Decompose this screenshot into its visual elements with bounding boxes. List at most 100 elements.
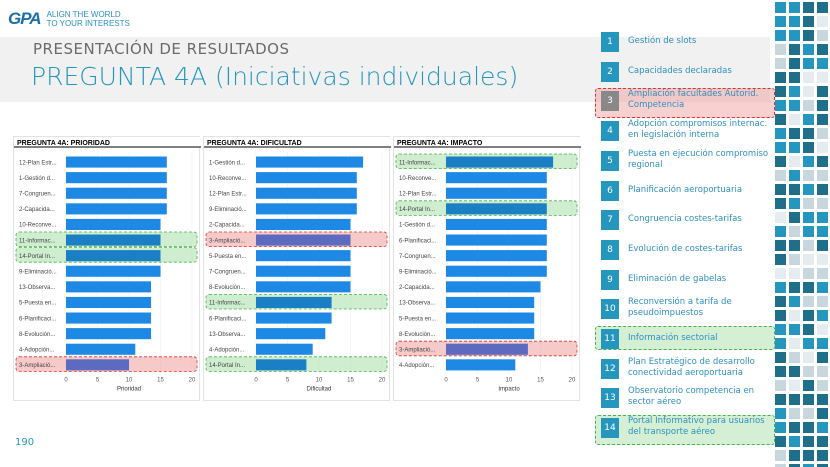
legend-highlight-green (595, 415, 775, 446)
pattern-square (789, 72, 800, 83)
pattern-square (775, 408, 786, 419)
pattern-square (817, 86, 828, 97)
pattern-square (775, 464, 786, 467)
pattern-square (775, 366, 786, 377)
pattern-square (775, 436, 786, 447)
pattern-square (775, 30, 786, 41)
chart-dificultad-svg: PREGUNTA 4A: DIFICULTAD 0 5 10 15 20 1-Gestión… (204, 137, 391, 392)
pattern-square (817, 170, 828, 181)
category-label: 5-Puesta en... (19, 301, 57, 307)
pattern-square (817, 310, 828, 321)
bar (66, 203, 167, 215)
logo: GPA ALIGN THE WORLD TO YOUR INTERESTS (8, 9, 130, 29)
legend-number: 11 (601, 329, 619, 349)
bar (256, 296, 332, 308)
bar (446, 296, 535, 308)
category-label: 7-Congruen... (19, 192, 56, 198)
bar (256, 265, 351, 277)
pattern-square (775, 142, 786, 153)
category-label: 14-Portal In... (399, 207, 435, 213)
pattern-square (775, 2, 786, 13)
bar (446, 234, 547, 246)
chart-title: PREGUNTA 4A: DIFICULTAD (207, 140, 302, 147)
category-label: 12-Plan Estr... (399, 192, 437, 198)
category-label: 2-Capacida... (19, 207, 55, 213)
pattern-square (803, 198, 814, 209)
category-label: 8-Evolución... (209, 285, 246, 291)
pattern-square (803, 100, 814, 111)
tick-label: 20 (379, 377, 386, 383)
legend-text: Adopción compromisos internac. en legisl… (628, 119, 768, 141)
tick-label: 5 (286, 377, 290, 383)
logo-tagline-2: TO YOUR INTERESTS (46, 19, 130, 28)
legend-highlight-green (595, 326, 775, 350)
pattern-square (775, 338, 786, 349)
bar (66, 343, 136, 355)
pattern-square (789, 240, 800, 251)
pattern-square (775, 58, 786, 69)
legend-text: Portal Informativo para usuarios del tra… (628, 416, 765, 438)
pattern-square (817, 128, 828, 139)
legend-item: 3 Ampliación facultades Autorid. Competen… (597, 87, 775, 115)
pattern-square (789, 226, 800, 237)
pattern-square (789, 30, 800, 41)
bar (66, 172, 167, 184)
pattern-square (789, 198, 800, 209)
pattern-square (775, 324, 786, 335)
pattern-square (789, 464, 800, 467)
bar (66, 296, 152, 308)
legend-text: Puesta en ejecución compromiso regional (628, 148, 769, 170)
chart-title: PREGUNTA 4A: PRIORIDAD (17, 140, 110, 147)
chart-impacto-svg: PREGUNTA 4A: IMPACTO 0 5 10 15 20 11-Informac.… (394, 137, 581, 392)
pattern-square (789, 86, 800, 97)
pattern-square (789, 380, 800, 391)
pattern-square (817, 422, 828, 433)
page-subtitle: PRESENTACIÓN DE RESULTADOS (33, 40, 290, 58)
logo-tagline: ALIGN THE WORLD TO YOUR INTERESTS (47, 10, 130, 28)
pattern-square (817, 226, 828, 237)
bar (66, 265, 161, 277)
legend-item: 11 Información sectorial (597, 325, 775, 353)
category-label: 10-Reconve... (209, 176, 247, 182)
category-label: 3-Ampliació... (19, 363, 56, 369)
pattern-square (775, 44, 786, 55)
bar (256, 343, 313, 355)
pattern-square (817, 30, 828, 41)
legend-number: 7 (601, 210, 619, 231)
category-label: 12-Plan Estr... (19, 160, 57, 166)
tick-label: 15 (537, 377, 544, 383)
tick-label: 0 (254, 377, 258, 383)
pattern-square (775, 86, 786, 97)
bar (446, 156, 554, 168)
pattern-square (817, 268, 828, 279)
pattern-square (817, 338, 828, 349)
legend-text: Gestión de slots (628, 36, 697, 46)
chart-prioridad: PREGUNTA 4A: PRIORIDAD 0 5 10 15 20 12-Plan Es… (13, 136, 201, 401)
category-label: 9-Eliminació... (19, 270, 57, 276)
pattern-square (789, 142, 800, 153)
legend-number: 14 (601, 418, 619, 439)
legend-number: 8 (601, 239, 619, 260)
legend-item: 1 Gestión de slots (597, 28, 775, 56)
pattern-square (789, 58, 800, 69)
tick-label: 5 (96, 377, 100, 383)
pattern-square (803, 296, 814, 307)
pattern-square (775, 394, 786, 405)
category-label: 4-Adopción... (209, 348, 245, 354)
pattern-square (789, 408, 800, 419)
legend-item: 12 Plan Estratégico de desarrollo conecti… (597, 355, 775, 383)
bar (66, 218, 161, 230)
category-label: 3-Ampliació... (399, 348, 436, 354)
pattern-square (817, 366, 828, 377)
legend-text: Reconversión a tarifa de pseudoimpuestos (628, 297, 732, 319)
category-label: 11-Informac... (209, 301, 246, 307)
chart-title: PREGUNTA 4A: IMPACTO (397, 140, 483, 147)
tick-label: 15 (157, 377, 164, 383)
pattern-square (803, 114, 814, 125)
axis-title: Dificultad (307, 386, 332, 392)
chart-prioridad-svg: PREGUNTA 4A: PRIORIDAD 0 5 10 15 20 12-Plan Es… (14, 137, 201, 392)
legend-number: 12 (601, 358, 619, 379)
category-label: 10-Reconve... (399, 176, 437, 182)
pattern-square (789, 436, 800, 447)
category-label: 10-Reconve... (19, 223, 57, 229)
